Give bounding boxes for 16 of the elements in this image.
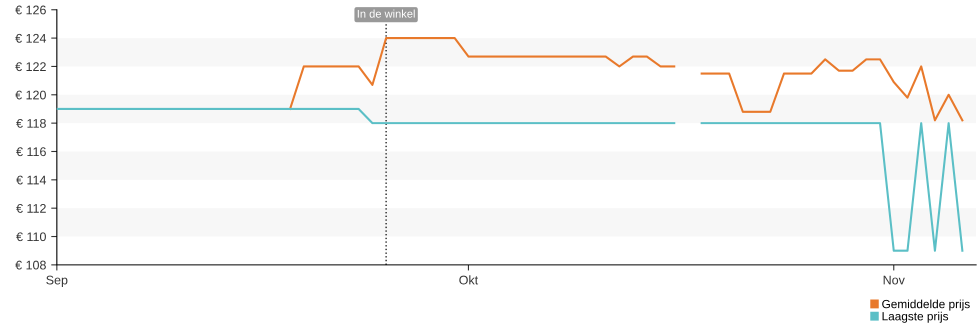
y-tick-label: € 118 [16, 118, 46, 128]
y-tick-label: € 110 [16, 232, 46, 242]
y-tick-label: € 122 [15, 62, 46, 72]
x-tick-label: Sep [46, 276, 68, 287]
y-tick-label: € 108 [15, 260, 46, 270]
y-tick-label: € 120 [15, 90, 46, 100]
y-tick-label: € 126 [15, 6, 46, 14]
y-tick-label: € 112 [16, 204, 46, 213]
y-tick-label: € 114 [16, 176, 46, 184]
legend-label: Laagste prijs [882, 312, 948, 323]
y-tick-label: € 124 [15, 34, 46, 43]
y-tick-label: € 116 [16, 147, 46, 156]
legend-label: Gemiddelde prijs [882, 300, 970, 311]
ref-line-label: In de winkel [358, 10, 415, 18]
x-tick-label: Nov [884, 276, 905, 284]
x-tick-label: Okt [459, 275, 478, 284]
